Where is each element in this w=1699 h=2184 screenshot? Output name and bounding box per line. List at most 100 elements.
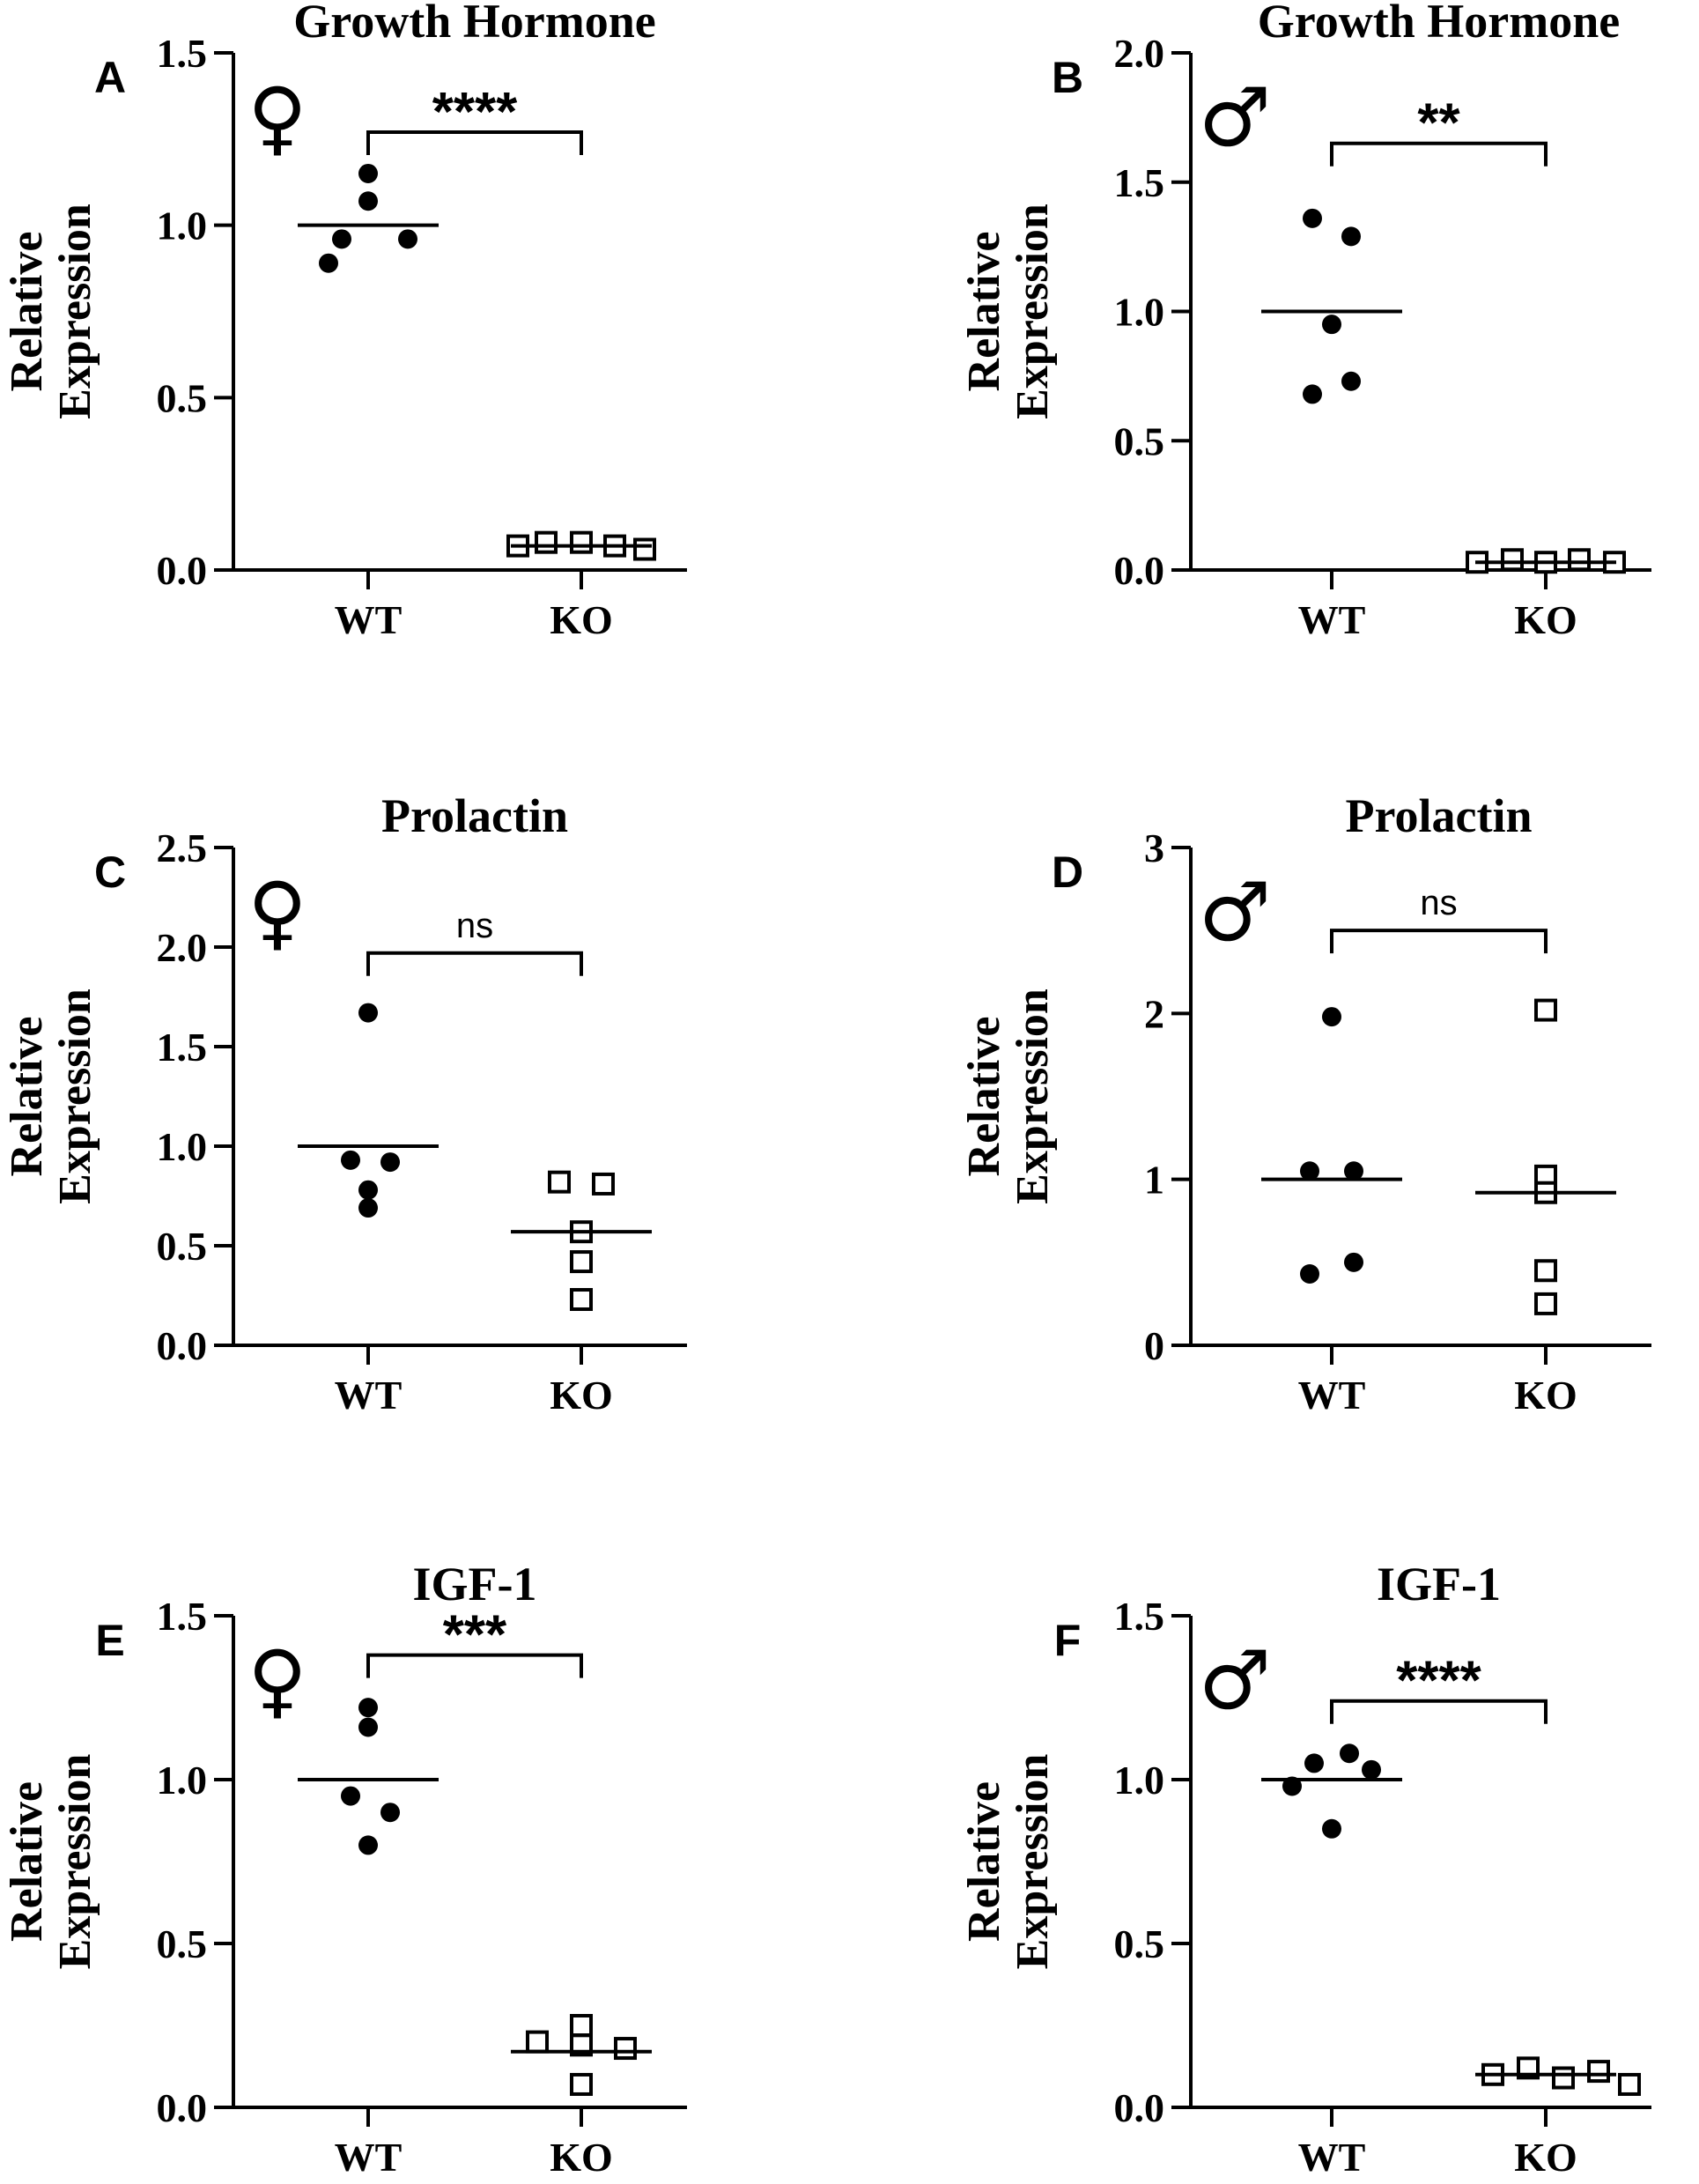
- wt-point: [1303, 384, 1322, 404]
- panel-e: IGF-1 E ♀ RelativeExpression 0.0 0.5 1.0 1.5 WT K…: [2, 1558, 687, 2180]
- y-tick-label: 3: [1144, 825, 1164, 870]
- y-tick-label: 1.0: [157, 204, 208, 248]
- ko-point: [570, 2072, 593, 2096]
- wt-point: [398, 229, 417, 249]
- ko-point: [535, 530, 558, 554]
- panel-letter: A: [94, 53, 126, 102]
- y-axis-label-line1: Relative: [959, 1017, 1009, 1177]
- x-tick-label: KO: [550, 1373, 613, 1418]
- wt-point: [380, 1152, 400, 1173]
- sex-symbol: ♀: [247, 865, 307, 959]
- ko-point: [1534, 998, 1557, 1022]
- ko-point: [1534, 1292, 1557, 1315]
- panel-letter: B: [1052, 53, 1083, 102]
- sex-symbol: ♀: [247, 70, 307, 165]
- significance-label: **: [1417, 93, 1460, 154]
- ko-point: [614, 2037, 637, 2061]
- wt-point: [1304, 1753, 1324, 1773]
- significance-bracket: [1330, 141, 1548, 167]
- ko-point: [1587, 2060, 1610, 2084]
- significance-bracket: [366, 951, 583, 976]
- wt-point: [358, 163, 378, 183]
- y-axis-label-line1: Relative: [959, 1781, 1009, 1942]
- y-tick-label: 1.5: [1114, 160, 1165, 205]
- y-tick-label: 2.0: [1114, 31, 1165, 76]
- wt-point: [380, 1803, 400, 1823]
- ko-point: [526, 2030, 549, 2054]
- x-tick-label: WT: [335, 1373, 403, 1418]
- ko-point: [1501, 548, 1524, 572]
- x-tick-label: WT: [1298, 2135, 1366, 2180]
- y-tick-label: 0.5: [157, 375, 208, 420]
- x-tick-label: KO: [1514, 2135, 1577, 2180]
- y-tick-label: 1.5: [157, 31, 208, 76]
- y-tick-label: 0.0: [157, 2085, 208, 2130]
- chart-title: Growth Hormone: [293, 0, 655, 48]
- sex-symbol: ♂: [1199, 1633, 1271, 1728]
- sex-symbol: ♂: [1199, 865, 1271, 959]
- significance-bracket: [366, 1653, 583, 1678]
- significance-label: ***: [443, 1605, 507, 1666]
- y-axis-label-line1: Relative: [2, 1017, 52, 1177]
- significance-label: ****: [432, 82, 518, 143]
- significance-bracket: [366, 130, 583, 156]
- y-axis-label: RelativeExpression: [2, 1754, 100, 1970]
- y-axis-label-line1: Relative: [959, 232, 1009, 392]
- chart-title: Growth Hormone: [1258, 0, 1620, 48]
- ko-point: [592, 1172, 615, 1196]
- wt-point: [358, 1717, 378, 1737]
- x-tick-label: WT: [335, 597, 403, 642]
- y-tick-label: 0.5: [1114, 1921, 1165, 1966]
- y-tick-label: 0.5: [157, 1921, 208, 1966]
- significance-label: ****: [1396, 1651, 1481, 1712]
- ko-point: [548, 1170, 571, 1194]
- wt-point: [1300, 1161, 1319, 1181]
- y-axis-label-line2: Expression: [1008, 988, 1058, 1204]
- y-tick-label: 0.0: [1114, 548, 1165, 593]
- wt-point: [358, 191, 378, 211]
- wt-point: [358, 1835, 378, 1855]
- wt-point: [1341, 226, 1361, 247]
- sex-symbol: ♀: [247, 1633, 307, 1728]
- wt-point: [341, 1150, 360, 1170]
- y-tick-label: 0.0: [1114, 2085, 1165, 2130]
- y-tick-label: 2.5: [157, 825, 208, 870]
- y-tick-label: 0.0: [157, 548, 208, 593]
- x-tick-label: KO: [1514, 597, 1577, 642]
- wt-point: [1340, 1743, 1359, 1764]
- wt-point: [341, 1786, 360, 1806]
- ko-point: [1534, 1259, 1557, 1283]
- wt-point: [1344, 1252, 1363, 1272]
- ko-point: [633, 537, 656, 561]
- panel-letter: F: [1054, 1616, 1082, 1665]
- y-axis-label: RelativeExpression: [959, 1754, 1058, 1970]
- wt-point: [332, 229, 351, 249]
- ko-point: [570, 1288, 593, 1312]
- y-axis-label-line2: Expression: [50, 988, 100, 1204]
- panel-b: Growth Hormone B ♂ RelativeExpression 0.0 0.5…: [959, 0, 1651, 642]
- y-axis-label-line1: Relative: [2, 1781, 52, 1942]
- wt-point: [1322, 315, 1341, 335]
- wt-point: [1322, 1818, 1341, 1839]
- ko-point: [1568, 548, 1591, 572]
- wt-point: [358, 1003, 378, 1023]
- x-tick-label: KO: [550, 2135, 613, 2180]
- y-axis-label-line2: Expression: [50, 204, 100, 419]
- ko-point: [570, 2014, 593, 2037]
- ko-point: [570, 1250, 593, 1274]
- y-tick-label: 1.0: [157, 1758, 208, 1803]
- sex-symbol: ♂: [1199, 70, 1271, 165]
- y-tick-label: 0: [1144, 1323, 1164, 1368]
- y-axis-label: RelativeExpression: [959, 204, 1058, 419]
- y-axis-label-line1: Relative: [2, 232, 52, 392]
- panel-f: IGF-1 F ♂ RelativeExpression 0.0 0.5 1.0 1.5 WT K…: [959, 1558, 1651, 2180]
- panel-letter: C: [94, 848, 126, 897]
- y-tick-label: 1.0: [1114, 1758, 1165, 1803]
- y-tick-label: 1.5: [157, 1025, 208, 1070]
- wt-point: [1322, 1007, 1341, 1027]
- y-tick-label: 2.0: [157, 925, 208, 970]
- wt-point: [1303, 208, 1322, 228]
- significance-label: ns: [456, 907, 493, 945]
- panel-d: Prolactin D ♂ RelativeExpression 0 1 2 3 WT KO ns: [959, 789, 1651, 1418]
- y-axis-label-line2: Expression: [1008, 1754, 1058, 1970]
